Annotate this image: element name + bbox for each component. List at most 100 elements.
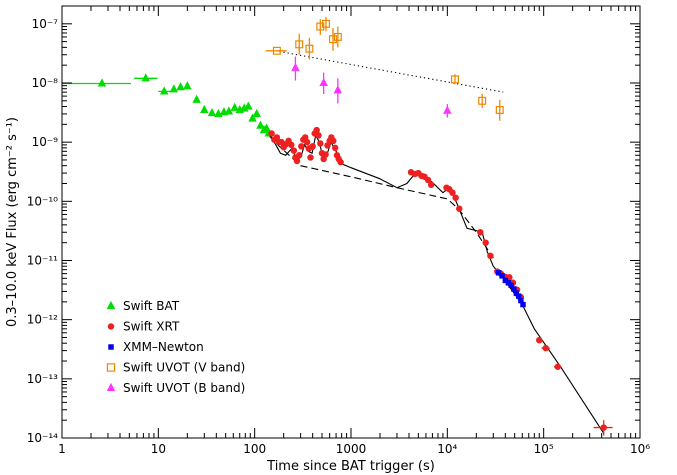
data-point <box>450 75 459 84</box>
data-point <box>298 143 305 150</box>
data-point <box>502 277 509 284</box>
x-axis-label: Time since BAT trigger (s) <box>266 459 435 474</box>
data-point <box>518 297 524 304</box>
axes-layer: 1 10 100 1000 10⁴ 10⁵ 10⁶ 10⁻¹⁴ 10⁻¹³ 10⁻¹² 10⁻¹¹ 1… <box>27 5 650 456</box>
y-axis-label: 0.3–10.0 keV Flux (erg cm⁻² s⁻¹) <box>5 117 20 327</box>
data-point <box>268 130 275 137</box>
data-point <box>495 270 502 276</box>
data-point <box>316 22 325 31</box>
x-tick-label: 10⁶ <box>630 442 650 456</box>
series-swift-bat <box>62 73 273 137</box>
data-point <box>331 144 339 152</box>
x-tick-label: 1 <box>58 442 66 456</box>
data-point <box>290 147 298 154</box>
data-point <box>536 336 543 344</box>
data-point <box>248 113 257 122</box>
x-tick-label: 1000 <box>336 442 367 456</box>
data-point <box>452 194 459 201</box>
data-point <box>513 290 520 296</box>
data-point <box>333 85 343 94</box>
data-point <box>169 84 179 93</box>
legend-label: Swift XRT <box>123 320 180 334</box>
data-point <box>337 158 344 166</box>
data-point <box>443 105 452 114</box>
data-point <box>328 35 337 44</box>
data-point <box>309 143 316 150</box>
data-point <box>293 157 301 165</box>
legend-label: Swift UVOT (V band) <box>123 361 245 375</box>
data-point <box>291 62 300 71</box>
data-point <box>159 86 169 95</box>
series-swift-uvot-b-band- <box>291 56 452 118</box>
x-tick-label: 10 <box>151 442 166 456</box>
data-point <box>295 152 303 159</box>
data-point <box>244 101 253 110</box>
data-point <box>495 105 504 114</box>
data-point <box>321 19 330 28</box>
data-point <box>520 301 526 308</box>
data-point <box>288 141 295 149</box>
data-point <box>214 108 223 117</box>
data-point <box>542 344 549 352</box>
data-point <box>272 46 281 55</box>
x-tick-label: 100 <box>243 442 266 456</box>
data-point <box>252 108 261 117</box>
plot-layer <box>62 17 613 436</box>
data-point <box>200 104 209 114</box>
data-point <box>456 205 463 212</box>
y-tick-label: 10⁻¹⁰ <box>27 194 58 208</box>
y-tick-label: 10⁻⁹ <box>32 135 59 149</box>
data-point <box>487 252 494 260</box>
legend: Swift BAT Swift XRT XMM–Newton Swift UVOT (… <box>106 299 245 395</box>
data-point <box>176 82 185 91</box>
data-point <box>315 132 322 139</box>
legend-marker <box>106 300 116 310</box>
model-curve-solid <box>268 131 605 434</box>
y-tick-label: 10⁻¹² <box>27 313 58 327</box>
y-tick-label: 10⁻¹⁴ <box>27 431 58 445</box>
legend-label: XMM–Newton <box>123 340 204 354</box>
x-tick-label: 10⁴ <box>437 442 457 456</box>
data-point <box>322 151 329 158</box>
legend-marker <box>108 344 114 350</box>
series-swift-uvot-v-band- <box>265 17 504 121</box>
data-point <box>319 77 328 87</box>
data-point <box>477 229 484 236</box>
data-point <box>478 96 487 105</box>
data-point <box>295 40 304 49</box>
data-point <box>230 102 239 111</box>
series-xmm-newton <box>495 270 526 308</box>
data-point <box>192 94 201 103</box>
data-point <box>303 138 311 146</box>
model-curve-dotted <box>279 50 504 93</box>
data-point <box>141 73 150 82</box>
data-point <box>313 126 320 134</box>
data-point <box>600 424 607 431</box>
data-point <box>183 81 192 90</box>
data-point <box>256 120 265 129</box>
x-tick-label: 10⁵ <box>534 442 554 456</box>
data-point <box>449 189 456 196</box>
y-tick-label: 10⁻¹³ <box>27 372 58 386</box>
data-point <box>97 78 107 87</box>
legend-marker <box>106 363 116 372</box>
data-point <box>511 286 517 292</box>
y-tick-label: 10⁻⁷ <box>32 17 59 31</box>
data-point <box>307 154 314 161</box>
data-point <box>499 273 505 279</box>
model-curve-dashed <box>268 135 494 259</box>
data-point <box>317 140 324 147</box>
data-point <box>207 107 217 117</box>
legend-marker <box>106 382 116 392</box>
y-tick-label: 10⁻¹¹ <box>27 253 58 267</box>
data-point <box>505 280 512 286</box>
series-swift-xrt <box>268 126 613 436</box>
y-tick-label: 10⁻⁸ <box>32 76 59 90</box>
data-point <box>333 32 342 41</box>
data-point <box>554 363 561 370</box>
data-point <box>305 44 314 53</box>
legend-marker <box>107 323 115 330</box>
data-point <box>508 282 514 289</box>
data-point <box>427 181 435 189</box>
